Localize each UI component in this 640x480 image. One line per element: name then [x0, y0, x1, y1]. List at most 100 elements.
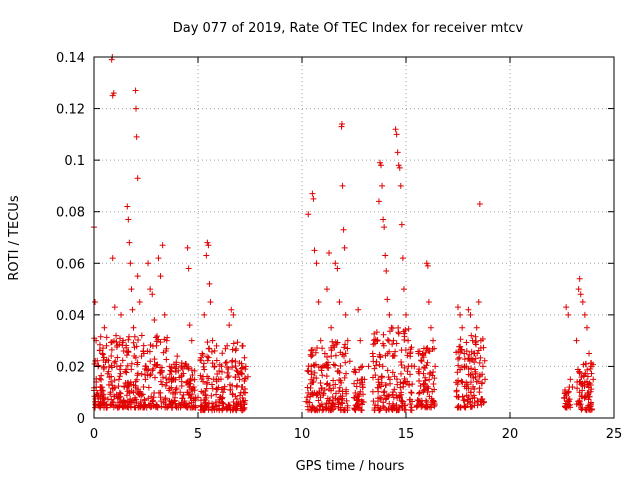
data-point — [201, 311, 208, 318]
y-tick-label: 0.14 — [56, 51, 85, 66]
data-point — [319, 363, 326, 370]
data-point — [229, 364, 236, 371]
data-point — [155, 255, 162, 262]
data-point — [203, 404, 210, 411]
data-point — [238, 365, 245, 372]
data-point — [578, 381, 585, 388]
data-point — [172, 403, 179, 410]
data-point — [205, 345, 212, 352]
data-point — [567, 376, 574, 383]
data-point — [117, 390, 124, 397]
data-point — [165, 376, 172, 383]
data-point — [229, 358, 236, 365]
data-point — [128, 366, 135, 373]
data-point — [380, 403, 387, 410]
data-point — [420, 364, 427, 371]
data-point — [204, 239, 211, 246]
data-point — [402, 327, 409, 334]
data-point — [472, 368, 479, 375]
data-point — [427, 369, 434, 376]
data-point — [132, 354, 139, 361]
data-point — [167, 401, 174, 408]
data-point — [341, 374, 348, 381]
data-point — [234, 368, 241, 375]
data-point — [138, 370, 145, 377]
data-point — [336, 298, 343, 305]
data-point — [234, 339, 241, 346]
data-point — [209, 360, 216, 367]
data-point — [225, 372, 232, 379]
data-point — [200, 396, 207, 403]
data-point — [586, 382, 593, 389]
data-point — [376, 407, 383, 414]
data-point — [461, 397, 468, 404]
data-point — [240, 389, 247, 396]
data-point — [422, 377, 429, 384]
data-point — [113, 363, 120, 370]
data-point — [329, 338, 336, 345]
data-point — [170, 375, 177, 382]
data-point — [106, 363, 113, 370]
data-point — [204, 339, 211, 346]
data-point — [425, 385, 432, 392]
data-point — [125, 333, 132, 340]
data-point — [569, 384, 576, 391]
x-tick-label: 25 — [606, 427, 623, 442]
data-point — [432, 363, 439, 370]
data-point — [305, 211, 312, 218]
data-point — [154, 333, 161, 340]
data-point — [317, 380, 324, 387]
data-point — [381, 224, 388, 231]
data-point — [312, 349, 319, 356]
data-point — [337, 377, 344, 384]
data-point — [411, 363, 418, 370]
data-point — [133, 343, 140, 350]
data-point — [105, 357, 112, 364]
data-point — [195, 394, 201, 401]
data-point — [130, 339, 137, 346]
data-point — [383, 268, 390, 275]
data-point — [463, 339, 470, 346]
data-point — [122, 403, 129, 410]
data-point — [182, 360, 189, 367]
data-point — [469, 383, 476, 390]
data-point — [398, 389, 405, 396]
data-point — [161, 311, 168, 318]
data-point — [384, 336, 391, 343]
data-point — [145, 402, 152, 409]
data-point — [587, 388, 594, 395]
data-point — [430, 380, 437, 387]
data-point — [312, 407, 319, 414]
data-point — [230, 340, 237, 347]
data-point — [212, 403, 219, 410]
data-point — [335, 401, 342, 408]
data-point — [114, 395, 121, 402]
data-point — [391, 386, 398, 393]
data-point — [108, 56, 115, 63]
data-point — [178, 401, 185, 408]
y-tick-label: 0.04 — [56, 309, 85, 324]
data-point — [587, 401, 594, 408]
data-point — [204, 353, 211, 360]
data-point — [99, 351, 106, 358]
data-point — [149, 397, 156, 404]
data-point — [400, 383, 407, 390]
data-point — [579, 298, 586, 305]
data-point — [326, 405, 333, 412]
data-point — [384, 367, 391, 374]
data-point — [355, 393, 362, 400]
data-point — [405, 381, 412, 388]
data-point — [473, 378, 480, 385]
data-point — [477, 354, 484, 361]
data-point — [242, 397, 249, 404]
data-point — [227, 387, 234, 394]
data-point — [205, 354, 212, 361]
data-point — [456, 354, 463, 361]
data-point — [170, 361, 177, 368]
x-tick-label: 20 — [502, 427, 519, 442]
data-point — [330, 385, 337, 392]
data-point — [565, 397, 572, 404]
data-point — [379, 340, 386, 347]
data-point — [162, 382, 169, 389]
data-point — [375, 384, 382, 391]
